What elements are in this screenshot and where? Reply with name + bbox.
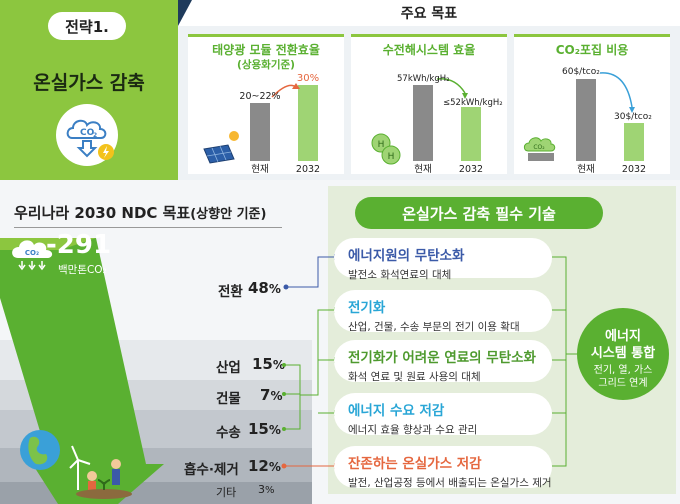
panel-subtitle: (상용화기준): [237, 59, 295, 71]
earth-globe-icon: [20, 430, 60, 470]
hydrogen-molecule-icon: H H: [371, 133, 401, 165]
bar-current: [576, 79, 596, 161]
bar-current: [250, 103, 270, 161]
label-current: 현재: [414, 164, 431, 175]
tech-item-title: 잔존하는 온실가스 저감: [348, 456, 482, 472]
system-line-4: 그리드 연계: [598, 378, 648, 389]
ndc-title-main: 우리나라 2030 NDC 목표: [14, 204, 191, 222]
co2-reduction-icon: CO 2: [56, 104, 118, 166]
strategy-label: 전략1.: [48, 12, 126, 40]
co2-capture-icon: CO₂: [523, 137, 556, 161]
value-current: 20~22%: [239, 91, 280, 102]
panel-title: CO₂포집 비용: [555, 43, 629, 57]
sector-label-conversion: 전환: [218, 284, 243, 300]
energy-system-integration: 에너지 시스템 통합 전기, 열, 가스 그리드 연계: [577, 308, 669, 400]
sector-label-other: 기타: [216, 486, 237, 499]
key-targets-banner: 주요 목표: [178, 0, 680, 26]
sector-label-removal: 흡수·제거: [184, 462, 239, 478]
tech-item-decarbonized-energy: 에너지원의 무탄소화 발전소 화석연료의 대체: [334, 238, 552, 281]
strategy-title: 온실가스 감축: [33, 72, 145, 94]
label-current: 현재: [251, 164, 268, 175]
target-panel-ccs: CO₂포집 비용 CO₂ 60$/tco₂ 30$/tco₂ 현재 2032: [514, 34, 670, 175]
system-line-2: 시스템 통합: [590, 346, 656, 361]
essential-tech-header: 온실가스 감축 필수 기술: [355, 197, 603, 229]
tech-item-hard-to-electrify: 전기화가 어려운 연료의 무탄소화 화석 연료 및 원료 사용의 대체: [334, 340, 552, 383]
tech-item-desc: 에너지 효율 향상과 수요 관리: [348, 424, 478, 436]
sector-value-other: 3%: [258, 483, 275, 496]
tech-item-desc: 화석 연료 및 원료 사용의 대체: [348, 371, 481, 383]
sector-value-industry: 15%: [252, 355, 285, 373]
svg-text:H: H: [378, 140, 385, 150]
tech-item-desc: 발전소 화석연료의 대체: [348, 269, 452, 281]
tech-item-title: 에너지 수요 저감: [348, 403, 445, 419]
co2-cloud-icon: CO₂: [12, 240, 53, 271]
target-panel-solar: 태양광 모듈 전환효율 (상용화기준) 20~22% 30% 현재 2032: [188, 34, 344, 175]
tech-item-demand-reduction: 에너지 수요 저감 에너지 효율 향상과 수요 관리: [334, 393, 552, 436]
panel-title: 태양광 모듈 전환효율: [212, 43, 320, 57]
tech-item-title: 전기화: [348, 300, 386, 316]
svg-text:2: 2: [93, 132, 97, 139]
wind-turbine-icon: [69, 445, 91, 490]
key-targets-title: 주요 목표: [400, 6, 458, 22]
key-targets-section: 주요 목표 태양광 모듈 전환효율 (상용화기준) 20~22% 30% 현재 …: [178, 0, 680, 180]
label-target: 2032: [459, 164, 483, 175]
solar-panel-icon: [203, 131, 239, 164]
people-planting-icon: [76, 459, 132, 499]
label-target: 2032: [622, 164, 646, 175]
svg-text:CO₂: CO₂: [533, 144, 545, 151]
sector-value-conversion: 48%: [248, 279, 281, 297]
ndc-title-rule: [14, 227, 282, 228]
sector-label-industry: 산업: [216, 360, 241, 376]
ndc-title: 우리나라 2030 NDC 목표(상향안 기준): [14, 202, 266, 223]
svg-text:CO: CO: [80, 128, 95, 138]
sector-value-transport: 15%: [248, 420, 281, 438]
svg-text:CO₂: CO₂: [25, 249, 39, 257]
tech-item-title: 전기화가 어려운 연료의 무탄소화: [348, 350, 536, 366]
label-target: 2032: [296, 164, 320, 175]
sector-value-building: 7%: [260, 386, 283, 404]
sector-value-removal: 12%: [248, 457, 281, 475]
ndc-title-suffix: (상향안 기준): [190, 207, 267, 222]
sector-label-transport: 수송: [216, 425, 241, 441]
tech-item-desc: 산업, 건물, 수송 부문의 전기 이용 확대: [348, 321, 520, 333]
target-panel-electrolysis: 수전해시스템 효율 H H 57kWh/kgH₂ ≤52kWh/kgH₂ 현재 …: [351, 34, 507, 175]
decrease-arrow: [436, 78, 466, 94]
tech-item-desc: 발전, 산업공정 등에서 배출되는 온실가스 제거: [348, 477, 552, 489]
svg-text:H: H: [388, 152, 395, 162]
tech-item-residual-removal: 잔존하는 온실가스 저감 발전, 산업공정 등에서 배출되는 온실가스 제거: [334, 446, 552, 489]
tech-item-electrification: 전기화 산업, 건물, 수송 부문의 전기 이용 확대: [334, 290, 552, 333]
bar-target: [298, 85, 318, 161]
label-current: 현재: [577, 164, 594, 175]
value-target: 30%: [297, 73, 319, 84]
decrease-arrow: [599, 72, 633, 108]
strategy-panel: 전략1. 온실가스 감축 CO 2: [0, 0, 178, 180]
value-target: 30$/tco₂: [614, 112, 652, 122]
bar-current: [413, 85, 433, 161]
bar-target: [461, 107, 481, 161]
ndc-reduction-arrow: CO₂: [0, 238, 164, 504]
system-line-3: 전기, 열, 가스: [593, 365, 653, 376]
value-current: 57kWh/kgH₂: [397, 74, 450, 84]
banner-corner: [178, 0, 192, 26]
value-target: ≤52kWh/kgH₂: [443, 98, 503, 108]
panel-title: 수전해시스템 효율: [382, 43, 476, 57]
system-line-1: 에너지: [605, 329, 641, 344]
ndc-total-value: -291: [46, 230, 112, 260]
value-current: 60$/tco₂: [562, 67, 600, 77]
sector-label-building: 건물: [216, 391, 241, 407]
bar-target: [624, 123, 644, 161]
ndc-total-unit: 백만톤CO₂: [58, 264, 107, 276]
tech-item-title: 에너지원의 무탄소화: [348, 248, 465, 264]
